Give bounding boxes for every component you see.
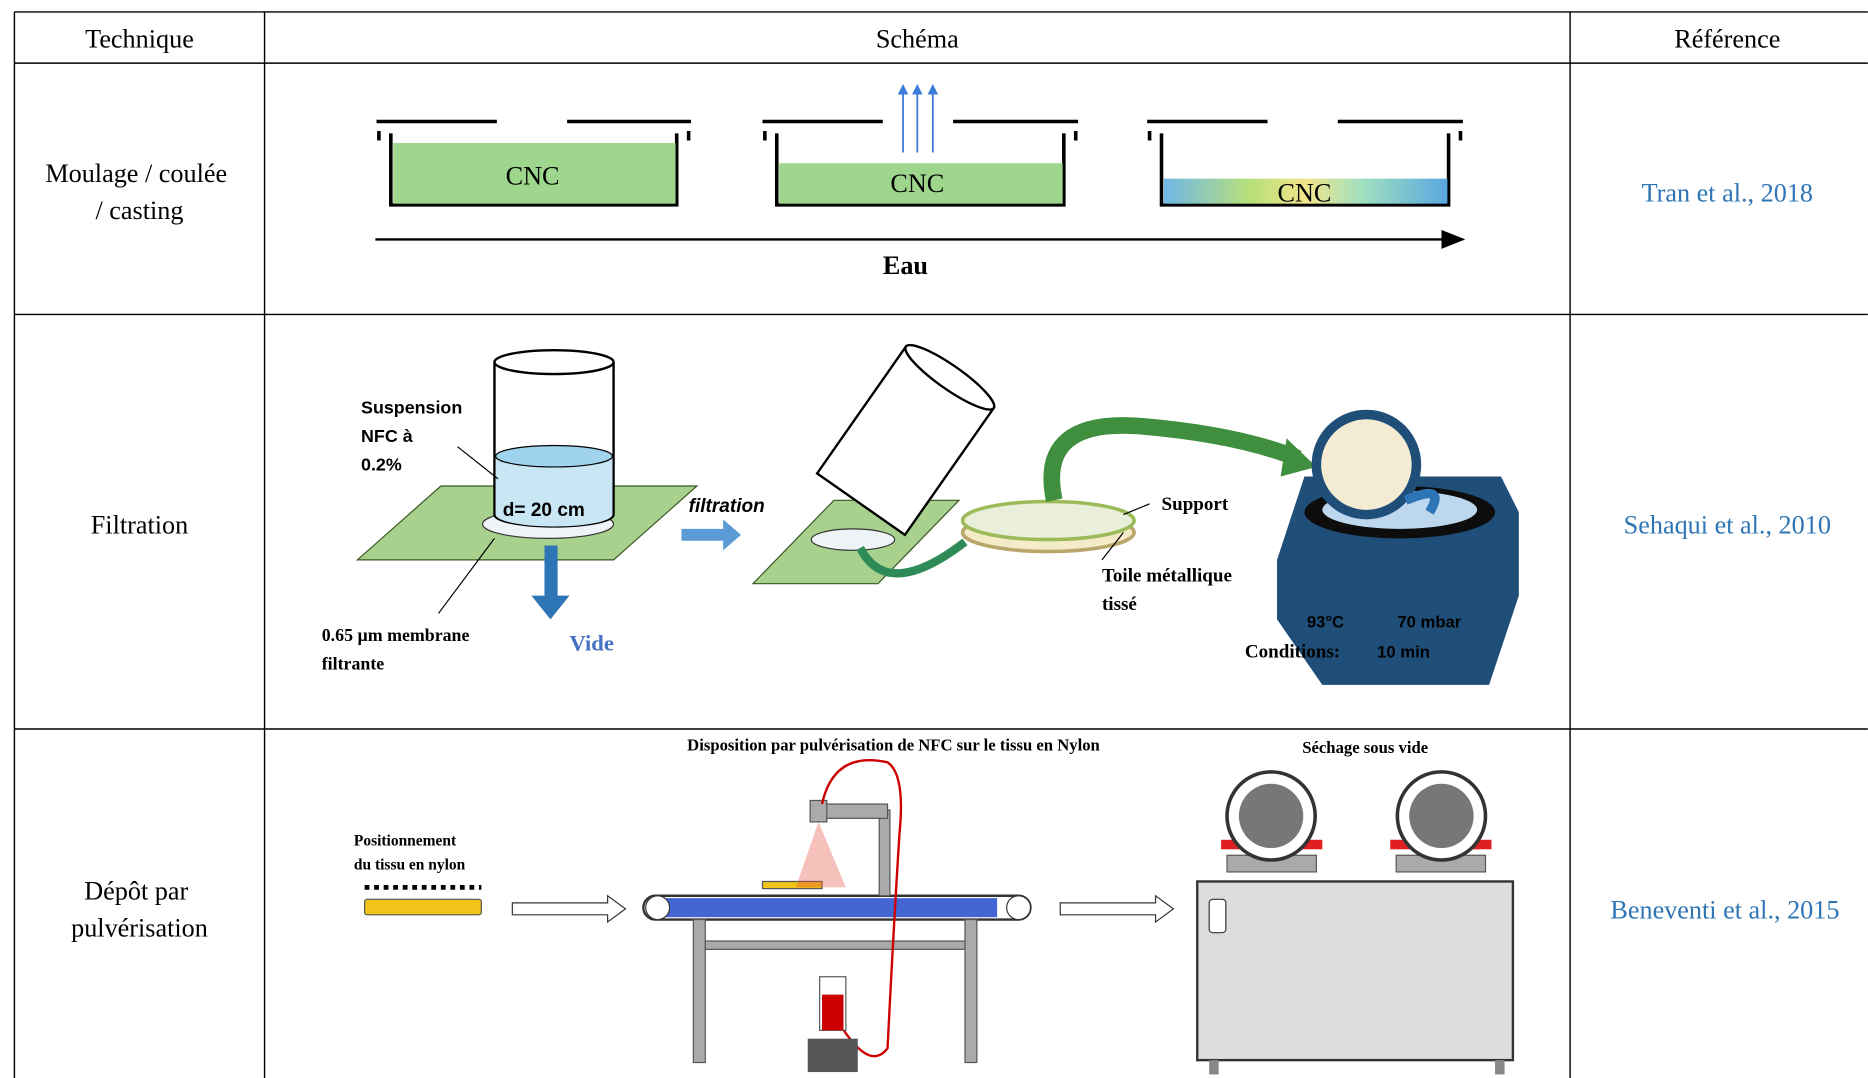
label-line: filtrante — [322, 653, 385, 673]
table-grid — [13, 11, 1868, 1078]
film — [1163, 178, 1448, 204]
technique-line: Dépôt par — [84, 876, 188, 905]
label-line: NFC à — [361, 426, 413, 446]
diagram-label: 70 mbar — [1397, 613, 1461, 632]
filtration-schema — [355, 343, 1519, 685]
label-line: Positionnement — [354, 833, 457, 850]
diagram-label: Disposition par pulvérisation de NFC sur… — [687, 735, 1100, 754]
label-line: tissé — [1102, 594, 1137, 615]
technique-line: pulvérisation — [71, 913, 208, 942]
spray-schema — [315, 730, 1522, 1078]
label-line: 0.65 µm membrane — [322, 625, 470, 645]
technique: Dépôt par pulvérisation — [71, 876, 208, 942]
label-line: 0.2% — [361, 455, 402, 475]
liquid — [779, 163, 1063, 204]
diagram-label: CNC — [1278, 178, 1332, 207]
header-cell: Schéma — [876, 25, 959, 54]
reference[interactable]: Sehaqui et al., 2010 — [1624, 511, 1831, 540]
diagram-label: 0.65 µm membrane filtrante — [322, 625, 474, 674]
reference[interactable]: Beneventi et al., 2015 — [1610, 895, 1839, 924]
technique: Filtration — [91, 511, 188, 540]
diagram-label: filtration — [689, 496, 765, 517]
label-line: du tissu en nylon — [354, 857, 466, 874]
diagram-label: Vide — [570, 630, 614, 655]
liquid — [393, 142, 676, 204]
header-cell: Référence — [1674, 25, 1780, 54]
technique-line: / casting — [95, 196, 183, 225]
technique: Moulage / coulée / casting — [45, 159, 233, 225]
diagram-label: Support — [1162, 494, 1229, 515]
diagram-label: Conditions: — [1245, 642, 1340, 663]
diagram-label: CNC — [890, 169, 944, 198]
casting-schema — [375, 119, 1466, 249]
label-line: Toile métallique — [1102, 565, 1232, 586]
diagram-label: Positionnement du tissu en nylon — [354, 833, 466, 874]
reference[interactable]: Tran et al., 2018 — [1642, 178, 1813, 207]
header-cell: Technique — [85, 25, 194, 54]
label-line: Suspension — [361, 397, 462, 417]
diagram-label: Séchage sous vide — [1302, 738, 1428, 757]
diagram-label: Suspension NFC à 0.2% — [361, 397, 467, 474]
evaporation-arrows — [897, 83, 939, 153]
diagram-label: d= 20 cm — [503, 500, 585, 521]
diagram-label: 10 min — [1377, 643, 1430, 662]
technique-line: Moulage / coulée — [45, 159, 227, 188]
diagram-label: CNC — [506, 162, 560, 191]
diagram-label: 93°C — [1307, 613, 1344, 632]
axis-label: Eau — [883, 251, 928, 280]
diagram-label: Toile métallique tissé — [1102, 565, 1237, 615]
